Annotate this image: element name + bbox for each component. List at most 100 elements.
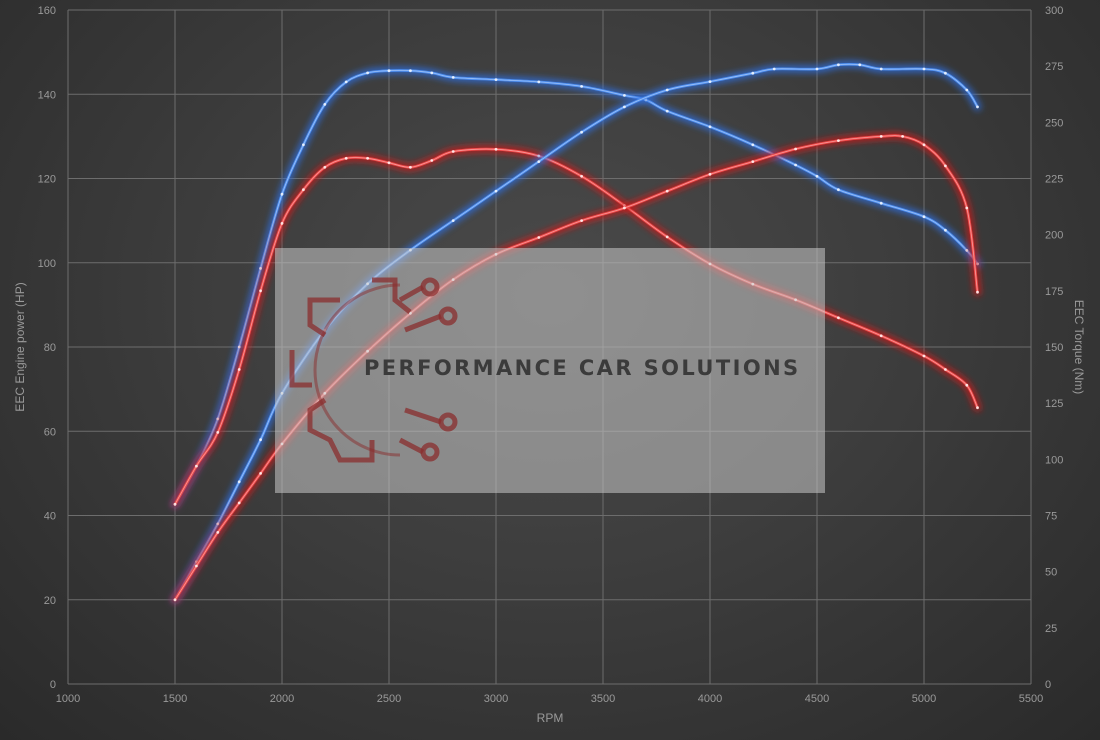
- x-tick-label: 2500: [377, 693, 401, 705]
- data-point: [280, 222, 284, 225]
- data-point: [366, 71, 369, 75]
- data-point: [366, 156, 369, 160]
- data-point: [751, 160, 755, 164]
- x-tick-labels: 1000 1500 2000 2500 3000 3500 4000 4500 5000 5500: [56, 693, 1043, 705]
- right-y-tick-label: 50: [1045, 567, 1057, 579]
- data-point: [965, 383, 969, 387]
- x-tick-label: 4000: [698, 693, 722, 705]
- data-point: [237, 345, 241, 349]
- data-point: [965, 88, 969, 92]
- data-point: [772, 67, 776, 71]
- watermark: PERFORMANCE CAR SOLUTIONS: [275, 248, 825, 493]
- left-y-tick-label: 80: [44, 342, 56, 354]
- data-point: [173, 502, 177, 506]
- data-point: [195, 464, 198, 468]
- data-point: [837, 63, 840, 67]
- x-tick-label: 1000: [56, 693, 80, 705]
- data-point: [623, 206, 626, 210]
- data-point: [879, 334, 883, 338]
- data-point: [815, 67, 819, 71]
- data-point: [794, 163, 797, 167]
- data-point: [580, 85, 583, 88]
- data-point: [216, 431, 220, 434]
- data-point: [665, 109, 669, 113]
- data-point: [708, 172, 712, 176]
- left-y-tick-labels: 0 20 40 60 80 100 120 140 160: [38, 5, 56, 691]
- data-point: [965, 206, 969, 210]
- data-point: [965, 249, 969, 252]
- data-point: [451, 219, 455, 223]
- right-y-tick-label: 125: [1045, 398, 1063, 410]
- data-point: [944, 228, 947, 232]
- data-point: [387, 69, 391, 73]
- data-point: [976, 406, 979, 410]
- data-point: [259, 267, 262, 270]
- data-point: [580, 174, 583, 178]
- left-y-tick-label: 140: [38, 89, 56, 101]
- series-4: [171, 131, 982, 604]
- x-tick-label: 3500: [591, 693, 615, 705]
- gear-circuit-logo-icon: [289, 277, 458, 463]
- data-point: [494, 78, 498, 81]
- data-point: [537, 80, 541, 84]
- data-point: [537, 160, 541, 164]
- right-y-axis-title: EEC Torque (Nm): [1072, 300, 1086, 394]
- right-y-tick-label: 225: [1045, 174, 1063, 186]
- data-point: [409, 165, 412, 169]
- data-point: [409, 69, 412, 73]
- data-point: [901, 135, 904, 138]
- data-point: [580, 130, 583, 134]
- data-point: [944, 71, 947, 75]
- data-point: [344, 156, 348, 160]
- x-tick-label: 5500: [1019, 693, 1043, 705]
- data-point: [494, 147, 498, 151]
- data-point: [944, 368, 947, 371]
- data-point: [537, 236, 541, 239]
- left-y-tick-label: 60: [44, 426, 56, 438]
- watermark-text: PERFORMANCE CAR SOLUTIONS: [364, 356, 801, 380]
- data-point: [794, 147, 797, 151]
- x-axis-title: RPM: [537, 711, 564, 725]
- data-point: [837, 188, 840, 192]
- left-y-tick-label: 160: [38, 5, 56, 17]
- right-y-tick-label: 175: [1045, 286, 1063, 298]
- data-point: [323, 103, 327, 106]
- data-point: [837, 139, 840, 143]
- left-y-tick-label: 100: [38, 258, 56, 270]
- right-y-tick-label: 300: [1045, 5, 1063, 17]
- right-y-tick-label: 200: [1045, 230, 1063, 242]
- data-point: [751, 143, 755, 147]
- data-point: [280, 192, 284, 196]
- data-point: [922, 67, 926, 71]
- data-point: [302, 143, 305, 147]
- series-line: [173, 62, 979, 602]
- watermark-panel: [275, 248, 825, 493]
- data-point: [751, 71, 755, 75]
- data-point: [173, 598, 177, 602]
- x-tick-label: 4500: [805, 693, 829, 705]
- data-point: [430, 159, 434, 162]
- series-highlight: [174, 148, 978, 505]
- data-point: [665, 235, 669, 239]
- data-point: [815, 174, 819, 178]
- data-point: [494, 189, 498, 193]
- data-point: [580, 219, 583, 223]
- right-y-tick-label: 100: [1045, 454, 1063, 466]
- data-point: [922, 215, 926, 219]
- data-point: [665, 189, 669, 193]
- data-point: [837, 316, 840, 320]
- x-tick-label: 1500: [163, 693, 187, 705]
- right-y-tick-label: 25: [1045, 623, 1057, 635]
- series-layer: [171, 60, 982, 604]
- data-point: [922, 354, 926, 358]
- data-point: [216, 531, 220, 534]
- data-point: [708, 125, 712, 129]
- right-y-tick-labels: 0 25 50 75 100 125 150 175 200 225 250 275 300: [1045, 5, 1063, 691]
- data-point: [879, 67, 883, 71]
- data-point: [665, 88, 669, 92]
- data-point: [237, 368, 241, 371]
- data-point: [451, 76, 455, 79]
- data-point: [879, 135, 883, 138]
